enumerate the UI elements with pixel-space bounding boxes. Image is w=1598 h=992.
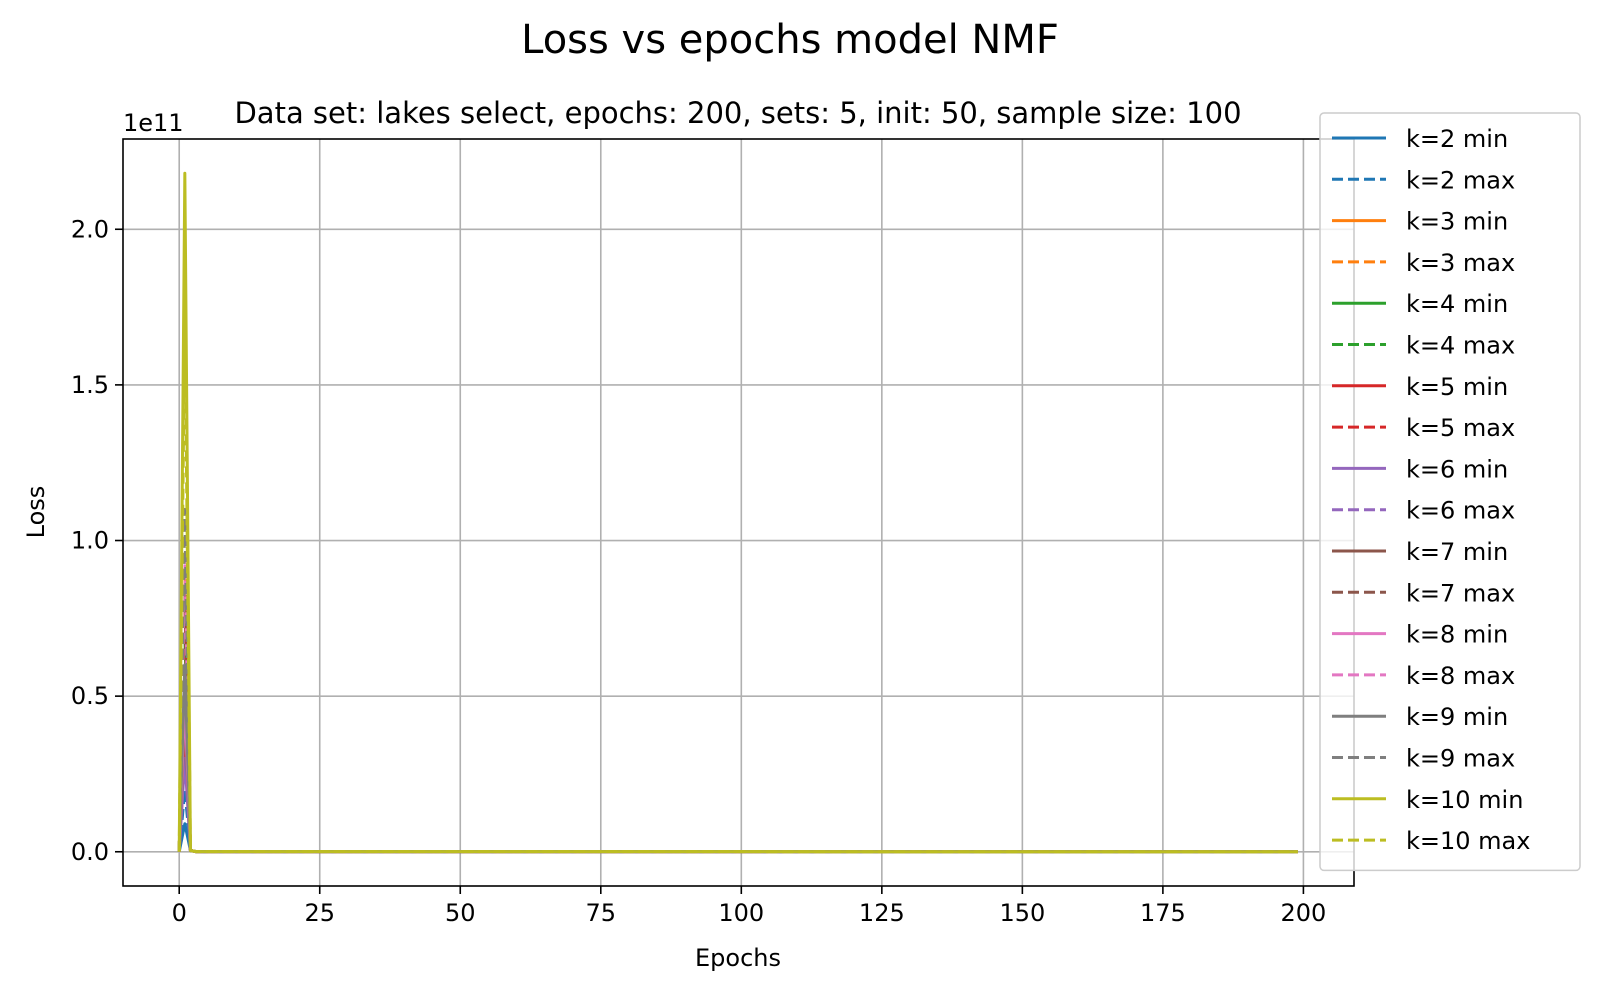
plot-frame xyxy=(122,138,1355,887)
series-line-k-10-min xyxy=(177,171,1298,854)
x-tick-label: 125 xyxy=(859,899,905,927)
legend-entry: k=9 max xyxy=(1406,745,1515,773)
legend-entry: k=10 max xyxy=(1406,827,1530,855)
x-axis-ticks: 0 25 50 75 100 125 150 175 200 xyxy=(172,886,1327,927)
legend-entry: k=4 min xyxy=(1406,290,1508,318)
legend-entry: k=8 max xyxy=(1406,662,1515,690)
series-line-k-9-max xyxy=(177,507,1298,854)
legend-entry: k=5 max xyxy=(1406,414,1515,442)
series-line-k-4-max xyxy=(177,632,1298,854)
series-lines xyxy=(177,171,1298,854)
x-tick-label: 75 xyxy=(586,899,617,927)
series-line-k-7-max xyxy=(177,585,1298,854)
y-tick-label: 0.0 xyxy=(71,838,109,866)
legend-entry: k=6 min xyxy=(1406,455,1508,483)
legend-entry: k=2 min xyxy=(1406,125,1508,153)
series-line-k-6-max xyxy=(177,663,1298,854)
x-tick-label: 25 xyxy=(304,899,335,927)
series-line-k-9-min xyxy=(177,663,1298,854)
y-tick-label: 0.5 xyxy=(71,682,109,710)
x-axis-label: Epochs xyxy=(695,944,781,972)
legend-entry: k=7 max xyxy=(1406,579,1515,607)
series-line-k-8-min xyxy=(177,694,1298,854)
legend-entry: k=5 min xyxy=(1406,373,1508,401)
series-line-k-4-min xyxy=(177,741,1298,854)
series-line-k-3-min xyxy=(177,679,1298,854)
y-axis-ticks: 0.0 0.5 1.0 1.5 2.0 xyxy=(71,215,123,866)
x-tick-label: 50 xyxy=(445,899,476,927)
series-line-k-7-min xyxy=(177,710,1298,854)
legend-entry: k=7 min xyxy=(1406,538,1508,566)
legend: k=2 min k=2 max k=3 min k=3 max k=4 min k=4 m… xyxy=(1319,112,1581,872)
series-line-k-6-min xyxy=(177,756,1298,854)
y-tick-label: 2.0 xyxy=(71,215,109,243)
y-axis-label: Loss xyxy=(22,486,50,539)
y-tick-label: 1.5 xyxy=(71,371,109,399)
series-line-k-8-max xyxy=(177,554,1298,854)
x-tick-label: 0 xyxy=(172,899,187,927)
grid-lines xyxy=(123,139,1354,886)
legend-entry: k=3 min xyxy=(1406,208,1508,236)
y-tick-label: 1.0 xyxy=(71,527,109,555)
legend-entry: k=9 min xyxy=(1406,703,1508,731)
legend-entry: k=6 max xyxy=(1406,497,1515,525)
legend-entry: k=4 max xyxy=(1406,332,1515,360)
legend-entry: k=2 max xyxy=(1406,166,1515,194)
x-tick-label: 175 xyxy=(1140,899,1186,927)
series-line-k-5-max xyxy=(177,601,1298,854)
series-line-k-10-max xyxy=(177,305,1298,854)
legend-entry: k=10 min xyxy=(1406,786,1523,814)
x-tick-label: 100 xyxy=(718,899,764,927)
legend-entry: k=8 min xyxy=(1406,621,1508,649)
x-tick-label: 200 xyxy=(1281,899,1327,927)
y-offset-label: 1e11 xyxy=(123,109,184,137)
chart-title: Loss vs epochs model NMF xyxy=(521,17,1059,63)
x-tick-label: 150 xyxy=(999,899,1045,927)
chart-subtitle: Data set: lakes select, epochs: 200, set… xyxy=(234,96,1241,130)
series-line-k-3-max xyxy=(177,570,1298,854)
series-line-k-2-max xyxy=(177,788,1298,854)
legend-entry: k=3 max xyxy=(1406,249,1515,277)
series-line-k-5-min xyxy=(177,725,1298,854)
series-line-k-2-min xyxy=(177,822,1298,854)
